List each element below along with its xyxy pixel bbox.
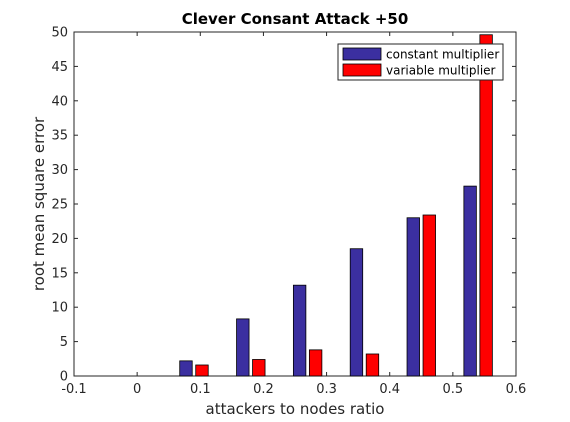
chart-title: Clever Consant Attack +50 (182, 10, 409, 28)
x-tick-label: 0.3 (316, 382, 337, 397)
y-tick-label: 50 (51, 26, 68, 41)
y-tick-label: 35 (51, 129, 68, 144)
y-tick-label: 5 (60, 335, 68, 350)
bar-variable-4 (422, 214, 436, 377)
legend-swatch-1 (342, 63, 382, 77)
bar-variable-5 (479, 34, 493, 377)
bars (179, 34, 493, 377)
legend: constant multiplier variable multiplier (337, 43, 504, 81)
y-tick-label: 40 (51, 94, 68, 109)
y-tick-label: 10 (51, 301, 68, 316)
y-tick-label: 20 (51, 232, 68, 247)
bar-variable-2 (308, 349, 323, 377)
x-tick-label: 0.5 (443, 382, 464, 397)
bar-variable-0 (195, 364, 209, 377)
bar-variable-1 (252, 359, 266, 377)
y-tick-label: 15 (51, 266, 68, 281)
bar-constant-2 (292, 284, 307, 377)
bar-variable-3 (365, 353, 380, 377)
legend-label-0: constant multiplier (386, 48, 499, 62)
bar-constant-0 (179, 360, 193, 377)
x-tick-label: -0.1 (61, 382, 86, 397)
y-tick-label: 45 (51, 60, 68, 75)
y-tick-label: 30 (51, 163, 68, 178)
y-tick-label: 0 (60, 370, 68, 385)
y-tick-label: 25 (51, 198, 68, 213)
axis-ticks: -0.1 0 0.1 0.2 0.3 0.4 0.5 0.605101520253035404… (51, 26, 526, 398)
x-tick-label: 0.1 (190, 382, 211, 397)
x-tick-label: 0.6 (506, 382, 527, 397)
bar-constant-1 (236, 318, 250, 377)
x-tick-label: 0.4 (379, 382, 400, 397)
legend-label-1: variable multiplier (386, 64, 496, 78)
x-tick-label: 0.2 (253, 382, 274, 397)
bar-constant-4 (406, 217, 420, 377)
y-axis-label: root mean square error (30, 116, 48, 291)
bar-constant-5 (463, 185, 477, 377)
x-tick-label: 0 (133, 382, 141, 397)
legend-swatch-0 (342, 47, 382, 61)
x-axis-label: attackers to nodes ratio (206, 400, 385, 418)
bar-constant-3 (349, 248, 364, 377)
